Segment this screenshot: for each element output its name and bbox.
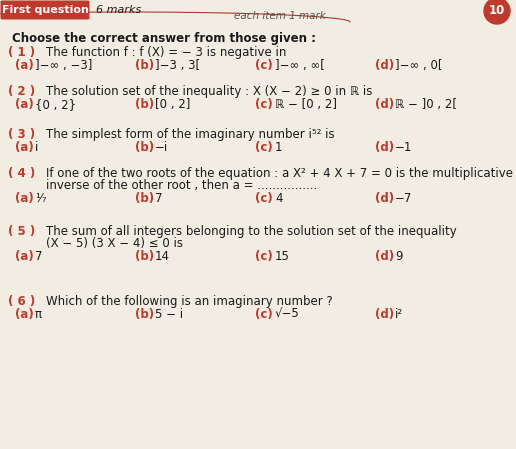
Text: i²: i² (395, 308, 403, 321)
Text: (c): (c) (255, 98, 273, 111)
Text: Which of the following is an imaginary number ?: Which of the following is an imaginary n… (46, 295, 333, 308)
Text: 15: 15 (275, 250, 290, 263)
Text: (d): (d) (375, 59, 394, 72)
Text: (a): (a) (15, 250, 34, 263)
Text: i: i (35, 141, 38, 154)
Text: ℝ − ]0 , 2[: ℝ − ]0 , 2[ (395, 98, 457, 111)
Text: (b): (b) (135, 308, 154, 321)
Text: 9: 9 (395, 250, 402, 263)
Text: The solution set of the inequality : X (X − 2) ≥ 0 in ℝ is: The solution set of the inequality : X (… (46, 85, 373, 98)
Text: If one of the two roots of the equation : a X² + 4 X + 7 = 0 is the multiplicati: If one of the two roots of the equation … (46, 167, 513, 180)
Text: (c): (c) (255, 192, 273, 205)
Text: ( 3 ): ( 3 ) (8, 128, 35, 141)
Text: ℝ − [0 , 2]: ℝ − [0 , 2] (275, 98, 337, 111)
Text: First question: First question (2, 5, 88, 15)
Text: (b): (b) (135, 98, 154, 111)
Text: (b): (b) (135, 192, 154, 205)
Text: ( 6 ): ( 6 ) (8, 295, 35, 308)
Text: (b): (b) (135, 59, 154, 72)
Text: [0 , 2]: [0 , 2] (155, 98, 190, 111)
Text: −1: −1 (395, 141, 412, 154)
Text: ( 1 ): ( 1 ) (8, 46, 35, 59)
Text: (b): (b) (135, 141, 154, 154)
Text: (c): (c) (255, 308, 273, 321)
Text: {0 , 2}: {0 , 2} (35, 98, 76, 111)
Text: (a): (a) (15, 98, 34, 111)
Text: 7: 7 (35, 250, 42, 263)
Text: −i: −i (155, 141, 168, 154)
Text: 14: 14 (155, 250, 170, 263)
Text: ( 5 ): ( 5 ) (8, 225, 35, 238)
Text: (c): (c) (255, 250, 273, 263)
Text: (d): (d) (375, 250, 394, 263)
Text: −7: −7 (395, 192, 412, 205)
Text: (b): (b) (135, 250, 154, 263)
Text: ( 4 ): ( 4 ) (8, 167, 35, 180)
Circle shape (484, 0, 510, 24)
Text: (d): (d) (375, 192, 394, 205)
Text: Choose the correct answer from those given :: Choose the correct answer from those giv… (12, 32, 316, 45)
Text: 1: 1 (275, 141, 282, 154)
Text: ]−3 , 3[: ]−3 , 3[ (155, 59, 200, 72)
Text: (c): (c) (255, 59, 273, 72)
Text: 10: 10 (489, 4, 505, 18)
Text: 5 − i: 5 − i (155, 308, 183, 321)
Text: (d): (d) (375, 98, 394, 111)
Text: (X − 5) (3 X − 4) ≤ 0 is: (X − 5) (3 X − 4) ≤ 0 is (46, 237, 183, 250)
Text: ¹⁄₇: ¹⁄₇ (35, 192, 46, 205)
Text: (a): (a) (15, 59, 34, 72)
Text: ( 2 ): ( 2 ) (8, 85, 35, 98)
Text: √−5: √−5 (275, 308, 300, 321)
Text: ]−∞ , 0[: ]−∞ , 0[ (395, 59, 443, 72)
Text: (a): (a) (15, 141, 34, 154)
Text: π: π (35, 308, 42, 321)
Text: The simplest form of the imaginary number i⁵² is: The simplest form of the imaginary numbe… (46, 128, 334, 141)
Text: ]−∞ , ∞[: ]−∞ , ∞[ (275, 59, 325, 72)
Text: (a): (a) (15, 308, 34, 321)
Text: inverse of the other root , then a = ................: inverse of the other root , then a = ...… (46, 179, 317, 192)
Text: ]−∞ , −3]: ]−∞ , −3] (35, 59, 92, 72)
Text: 4: 4 (275, 192, 282, 205)
Text: The sum of all integers belonging to the solution set of the inequality: The sum of all integers belonging to the… (46, 225, 457, 238)
Text: (c): (c) (255, 141, 273, 154)
Text: 6 marks: 6 marks (96, 5, 141, 15)
FancyBboxPatch shape (1, 0, 89, 19)
Text: (d): (d) (375, 141, 394, 154)
Text: (a): (a) (15, 192, 34, 205)
Text: each item 1 mark: each item 1 mark (234, 11, 326, 21)
Text: 7: 7 (155, 192, 163, 205)
Text: The function f : f (X) = − 3 is negative in: The function f : f (X) = − 3 is negative… (46, 46, 286, 59)
Text: (d): (d) (375, 308, 394, 321)
